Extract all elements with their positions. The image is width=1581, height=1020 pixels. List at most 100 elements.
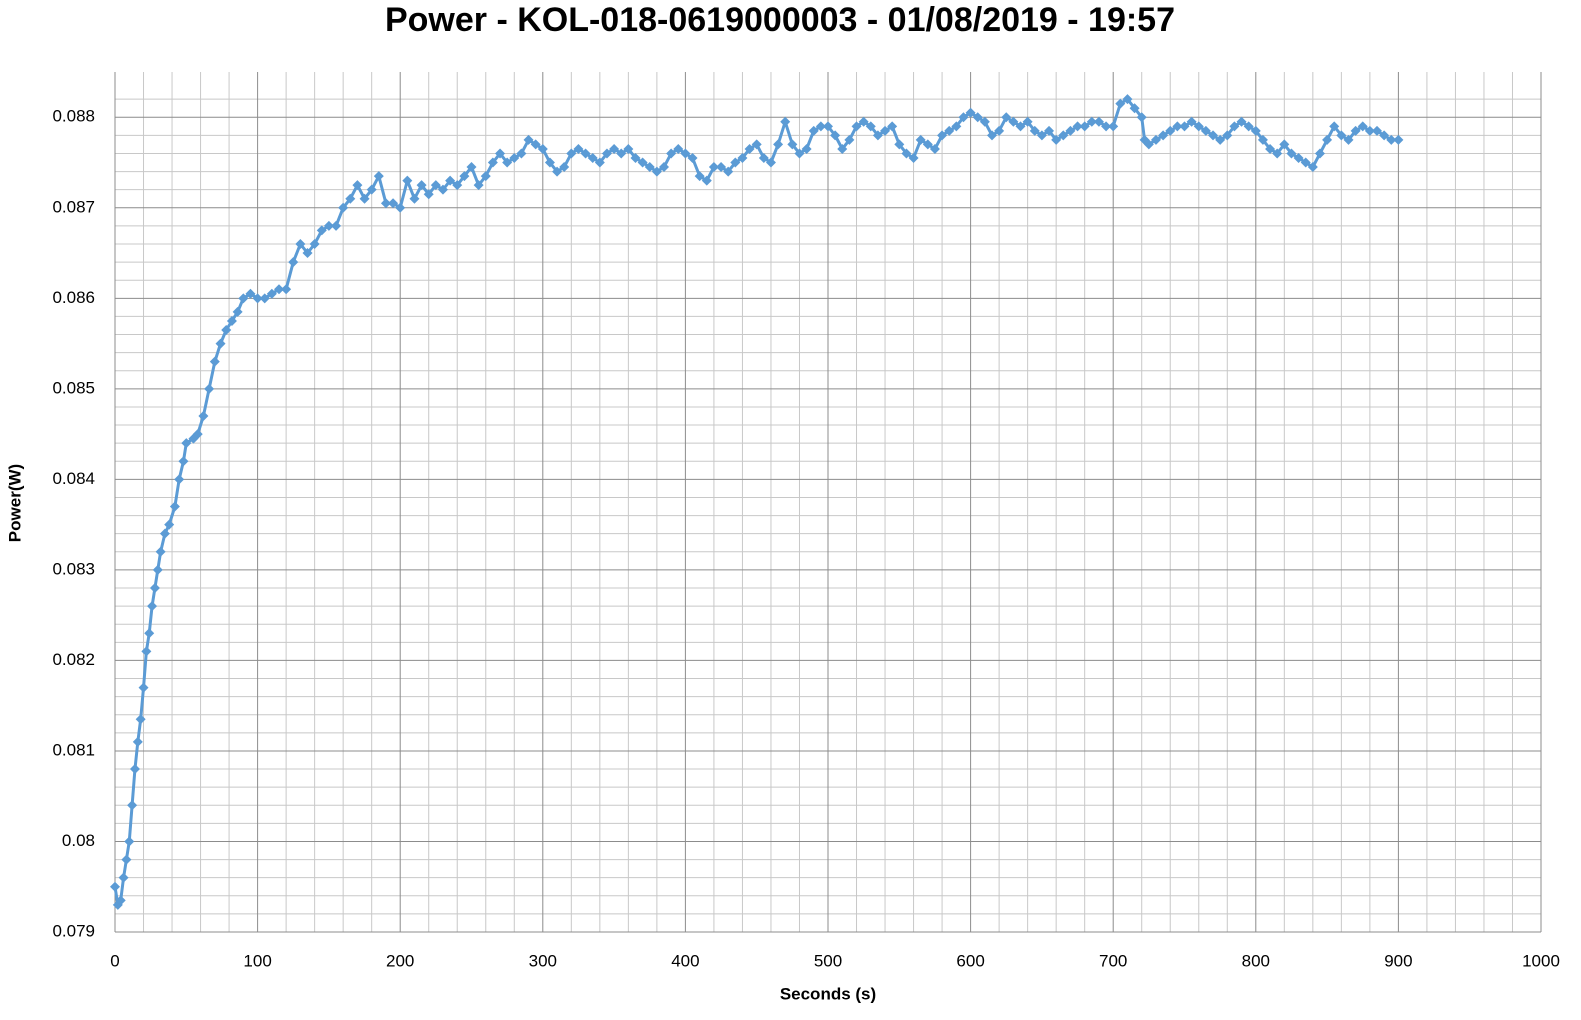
data-point: [1364, 125, 1375, 136]
data-point: [694, 171, 705, 182]
data-point: [495, 148, 506, 159]
data-point: [823, 121, 833, 132]
data-point: [994, 125, 1005, 136]
data-point: [637, 157, 648, 168]
data-point: [1229, 121, 1240, 132]
data-point: [808, 125, 819, 136]
data-point: [630, 153, 641, 163]
data-point: [192, 429, 203, 440]
data-point: [181, 438, 192, 449]
x-tick-label: 800: [1242, 951, 1270, 970]
y-tick-label: 0.085: [52, 378, 95, 397]
data-point: [164, 519, 175, 530]
data-point: [1379, 130, 1390, 141]
data-point: [516, 148, 527, 159]
data-point: [951, 121, 962, 132]
y-tick-label: 0.087: [52, 197, 95, 216]
data-point: [1279, 139, 1290, 150]
data-point: [1300, 157, 1311, 168]
data-point: [502, 157, 513, 168]
data-point: [937, 130, 948, 141]
data-point: [1265, 143, 1276, 154]
data-point: [580, 148, 591, 159]
data-point: [1186, 116, 1197, 127]
data-point: [609, 143, 620, 154]
data-point: [1215, 134, 1226, 145]
data-point: [1122, 94, 1133, 105]
data-point: [1044, 125, 1055, 136]
data-point: [1058, 130, 1069, 141]
data-point: [594, 157, 605, 168]
y-tick-label: 0.079: [52, 921, 95, 940]
data-point: [573, 143, 584, 154]
data-point: [487, 157, 498, 168]
data-point: [765, 157, 776, 168]
data-point: [587, 153, 598, 163]
data-point: [1022, 116, 1033, 127]
data-point: [149, 583, 160, 593]
data-point: [780, 116, 791, 127]
data-point: [815, 121, 826, 132]
data-point: [701, 175, 712, 186]
data-point: [744, 143, 755, 154]
data-point: [159, 528, 170, 539]
y-tick-label: 0.082: [52, 650, 95, 669]
x-tick-label: 200: [386, 951, 414, 970]
data-point: [1236, 116, 1247, 127]
data-point: [1272, 148, 1283, 159]
data-point: [794, 148, 805, 159]
data-point: [127, 800, 138, 811]
data-point: [1036, 130, 1047, 141]
data-point: [402, 175, 413, 186]
data-point: [509, 153, 520, 163]
data-point: [865, 121, 876, 132]
x-tick-label: 300: [529, 951, 557, 970]
data-point: [944, 125, 955, 136]
data-point: [666, 148, 677, 159]
data-point: [423, 189, 434, 200]
data-point: [544, 157, 555, 168]
data-point: [1314, 148, 1325, 159]
data-point: [115, 895, 126, 906]
data-point: [830, 130, 841, 141]
x-tick-label: 500: [814, 951, 842, 970]
x-tick-label: 400: [671, 951, 699, 970]
data-point: [1372, 125, 1383, 136]
data-point: [1065, 125, 1076, 136]
data-point: [1357, 121, 1368, 132]
data-point: [972, 112, 983, 123]
data-point: [1336, 130, 1347, 141]
data-point: [178, 456, 189, 467]
data-point: [1193, 121, 1204, 132]
data-point: [252, 293, 263, 304]
data-point: [986, 130, 997, 141]
data-point: [316, 225, 327, 236]
data-point: [1257, 134, 1268, 145]
data-point: [1079, 121, 1090, 132]
data-point: [1250, 125, 1261, 136]
data-point: [259, 293, 270, 304]
data-point: [1243, 121, 1254, 132]
y-tick-label: 0.08: [62, 831, 95, 850]
data-point: [221, 325, 232, 335]
x-tick-label: 1000: [1522, 951, 1560, 970]
data-point: [1222, 130, 1233, 141]
data-point: [894, 139, 905, 150]
data-point: [132, 736, 143, 747]
y-tick-label: 0.088: [52, 107, 95, 126]
data-point: [965, 107, 976, 118]
data-point: [380, 198, 391, 209]
data-point: [929, 143, 940, 154]
chart-title: Power - KOL-018-0619000003 - 01/08/2019 …: [385, 1, 1175, 39]
data-point: [530, 139, 541, 150]
data-point: [204, 383, 215, 394]
data-point: [751, 139, 762, 150]
data-point: [1286, 148, 1297, 159]
data-point: [445, 175, 456, 186]
data-point: [1015, 121, 1026, 132]
data-point: [644, 162, 655, 173]
data-point: [1172, 121, 1183, 132]
data-point: [198, 411, 209, 421]
data-point: [209, 356, 220, 367]
data-point: [1129, 103, 1140, 114]
